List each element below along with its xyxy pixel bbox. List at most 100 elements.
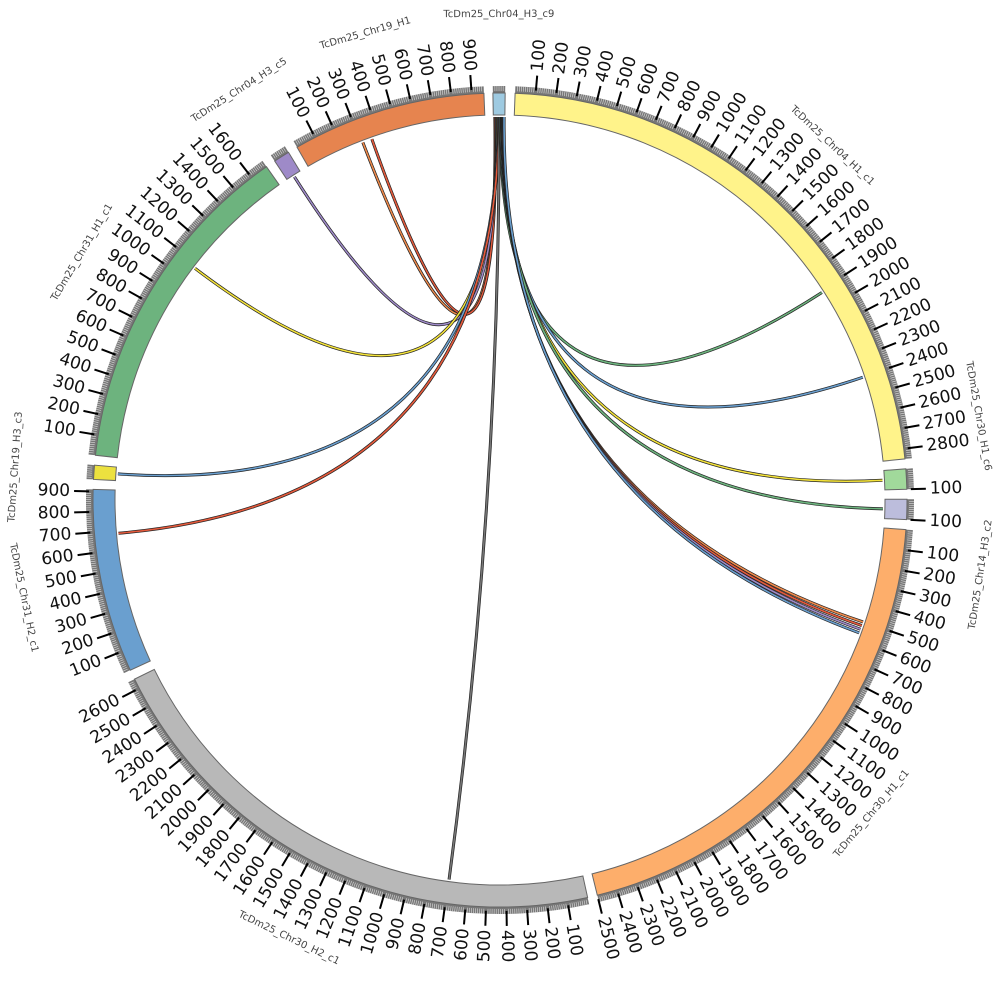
- major-tick: [536, 76, 537, 91]
- tick-label: 600: [451, 928, 474, 962]
- major-tick: [675, 114, 681, 128]
- tick-label: 700: [428, 925, 452, 960]
- tick-label: 600: [40, 546, 75, 570]
- major-tick: [192, 205, 203, 215]
- segment-tcdm25_chr30_h2_c1[interactable]: [135, 669, 588, 907]
- segment-name-label: TcDm25_Chr19_H3_c3: [6, 411, 25, 523]
- major-tick: [656, 106, 662, 120]
- segment-name-label: TcDm25_Chr04_H3_c9: [442, 9, 554, 20]
- major-tick: [806, 216, 817, 226]
- major-tick: [119, 310, 132, 317]
- major-tick: [820, 232, 832, 241]
- segment-tcdm25_chr19_h3_c3[interactable]: [94, 465, 117, 480]
- major-tick: [230, 818, 240, 830]
- major-tick: [778, 802, 788, 813]
- major-tick: [133, 708, 146, 716]
- major-tick: [807, 773, 818, 783]
- tick-label: 100: [929, 511, 962, 533]
- tick-label: 100: [42, 416, 77, 441]
- major-tick: [470, 75, 471, 90]
- major-tick: [213, 804, 223, 815]
- major-tick: [178, 221, 189, 231]
- tick-label: 200: [549, 41, 573, 76]
- tick-label: 100: [930, 478, 963, 499]
- major-tick: [207, 190, 217, 201]
- tick-label: 200: [46, 394, 82, 420]
- major-tick: [865, 304, 878, 311]
- tick-label: 100: [528, 38, 551, 72]
- major-tick: [306, 121, 313, 134]
- major-tick: [122, 690, 135, 697]
- major-tick: [320, 872, 326, 886]
- tick-label: 500: [474, 929, 495, 962]
- major-tick: [152, 255, 164, 264]
- major-tick: [874, 323, 888, 329]
- major-tick: [198, 790, 209, 801]
- major-tick: [223, 176, 233, 187]
- major-tick: [694, 862, 701, 875]
- tick-label: 700: [412, 43, 437, 78]
- major-tick: [282, 853, 290, 866]
- major-tick: [821, 757, 833, 766]
- tick-label: 900: [458, 38, 480, 72]
- major-tick: [129, 291, 142, 298]
- segment-tcdm25_chr04_h3_c9[interactable]: [493, 93, 505, 115]
- major-tick: [527, 910, 528, 925]
- major-tick: [676, 871, 682, 885]
- tick-label: 800: [37, 503, 70, 524]
- tick-label: 100: [561, 922, 586, 957]
- major-tick: [793, 788, 804, 799]
- tick-label: 2800: [925, 431, 970, 456]
- tick-label: 800: [435, 40, 459, 75]
- major-tick: [156, 743, 168, 752]
- major-tick: [183, 775, 194, 785]
- tick-label: 100: [926, 543, 961, 567]
- major-tick: [832, 249, 844, 258]
- major-tick: [110, 330, 124, 336]
- major-tick: [264, 842, 272, 854]
- segment-name-label: TcDm25_Chr19_H1: [318, 15, 412, 52]
- major-tick: [792, 201, 803, 212]
- major-tick: [75, 533, 90, 534]
- major-tick: [875, 669, 889, 675]
- major-tick: [144, 726, 157, 734]
- major-tick: [762, 172, 772, 184]
- major-tick: [485, 911, 486, 926]
- major-tick: [746, 158, 755, 170]
- major-tick: [712, 852, 720, 865]
- tick-label: 400: [497, 930, 518, 963]
- major-tick: [730, 841, 738, 853]
- major-tick: [240, 163, 249, 175]
- major-tick: [747, 829, 756, 841]
- major-tick: [777, 186, 787, 197]
- segment-name-label: TcDm25_Chr14_H3_c2: [967, 519, 995, 631]
- major-tick: [301, 863, 308, 876]
- tick-label: 700: [38, 524, 72, 547]
- major-tick: [657, 880, 663, 894]
- segment-name-label: TcDm25_Chr30_H1_c6: [963, 360, 993, 472]
- major-tick: [833, 741, 845, 750]
- major-tick: [464, 910, 465, 925]
- segment-tcdm25_chr30_h1_c6[interactable]: [884, 469, 907, 490]
- major-tick: [844, 267, 857, 275]
- segment-tcdm25_chr30_h1_c1[interactable]: [592, 528, 906, 895]
- major-tick: [845, 724, 858, 732]
- major-tick: [164, 238, 176, 247]
- segment-name-label: TcDm25_Chr31_H2_c1: [7, 541, 40, 653]
- major-tick: [855, 285, 868, 293]
- links-layer: [118, 117, 883, 880]
- tick-label: 200: [922, 564, 957, 589]
- major-tick: [140, 273, 153, 281]
- segment-tcdm25_chr14_h3_c2[interactable]: [885, 499, 907, 519]
- tick-label: 200: [540, 926, 564, 961]
- segment-name-label: TcDm25_Chr04_H3_c5: [189, 56, 289, 125]
- major-tick: [763, 816, 773, 828]
- major-tick: [729, 146, 737, 158]
- major-tick: [866, 688, 879, 695]
- major-tick: [856, 706, 869, 714]
- segment-tcdm25_chr31_h2_c1[interactable]: [93, 489, 150, 670]
- major-tick: [169, 759, 181, 768]
- major-tick: [911, 520, 926, 521]
